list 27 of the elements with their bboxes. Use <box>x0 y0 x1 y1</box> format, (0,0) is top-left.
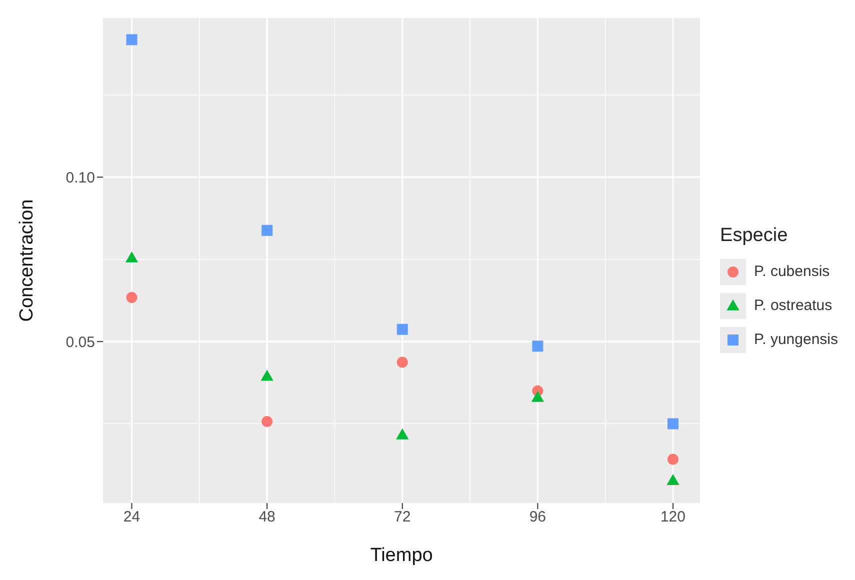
legend-label: P. yungensis <box>753 330 838 350</box>
y-tick-label: 0.10 <box>66 169 95 186</box>
point <box>396 428 409 440</box>
x-tick-label: 120 <box>660 508 686 526</box>
point <box>126 292 138 303</box>
y-axis-title: Concentracion <box>16 199 38 322</box>
y-tick-label: 0.05 <box>66 334 95 351</box>
point <box>125 251 138 262</box>
x-axis-title: Tiempo <box>370 545 433 566</box>
point <box>262 224 273 236</box>
legend-label: P. ostreatus <box>753 296 834 316</box>
point <box>260 370 274 381</box>
x-tick-label: 48 <box>258 508 276 526</box>
point <box>667 454 678 465</box>
legend-label: P. cubensis <box>753 262 831 282</box>
x-tick-label: 96 <box>529 508 546 526</box>
point <box>396 356 408 368</box>
point <box>126 34 138 46</box>
legend-title: Especie <box>720 224 789 246</box>
x-tick-label: 72 <box>394 508 411 526</box>
point <box>667 418 678 430</box>
point <box>666 474 680 486</box>
point <box>532 340 544 352</box>
point <box>262 416 273 427</box>
point <box>396 324 408 335</box>
x-tick-label: 24 <box>123 508 140 526</box>
point <box>531 390 544 402</box>
